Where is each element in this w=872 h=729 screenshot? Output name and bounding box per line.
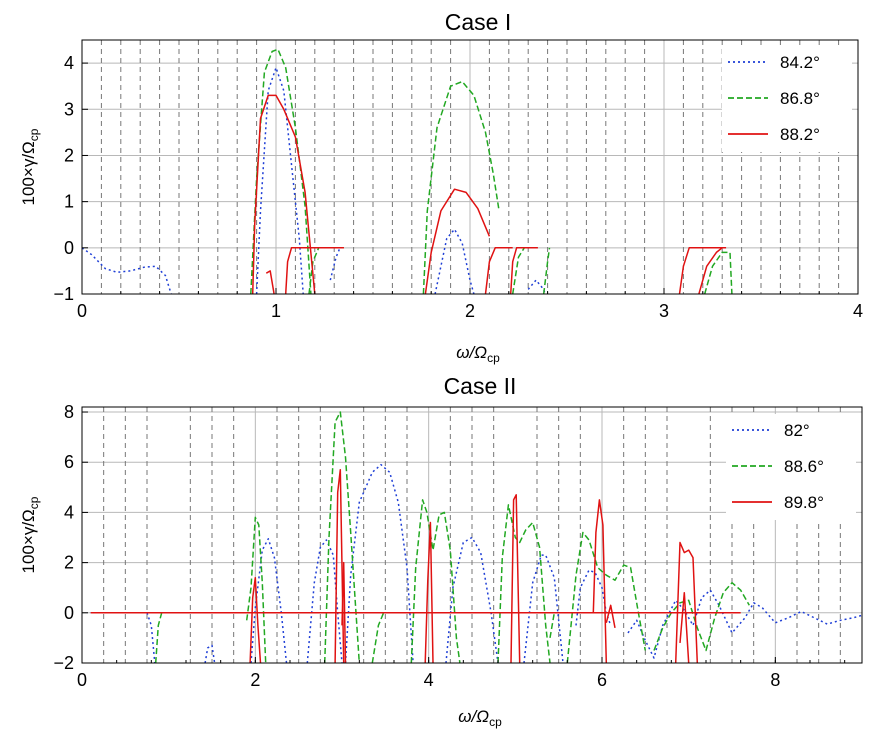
series-line [484, 247, 513, 294]
legend-label: 84.2° [780, 53, 820, 72]
series-line [424, 188, 491, 294]
series-line [284, 247, 344, 294]
series-1 [154, 411, 750, 663]
series-line [592, 499, 608, 663]
legend-label: 86.8° [780, 89, 820, 108]
series-line [497, 504, 551, 663]
series-line [527, 279, 547, 294]
series-line [245, 516, 267, 663]
y-tick-label: 1 [64, 192, 74, 212]
x-tick-label: 3 [659, 301, 669, 321]
x-tick-label: 2 [250, 670, 260, 690]
series-line [605, 604, 616, 629]
y-tick-label: 4 [64, 53, 74, 73]
series-line [422, 80, 500, 294]
legend-label: 88.6° [784, 457, 824, 476]
series-line [674, 541, 699, 663]
x-axis-label: ω/Ωcp [458, 707, 502, 729]
y-tick-label: 0 [64, 603, 74, 623]
plot-frame [81, 406, 863, 664]
series-line [424, 521, 434, 663]
x-tick-label: 6 [597, 670, 607, 690]
y-tick-label: 0 [64, 238, 74, 258]
legend-label: 82° [784, 421, 810, 440]
series-2 [90, 468, 741, 663]
series-line [627, 589, 862, 659]
chart-title: Case II [444, 373, 517, 399]
series-2 [251, 94, 727, 294]
x-tick-label: 0 [77, 670, 87, 690]
series-line [249, 576, 262, 663]
chart-title: Case I [445, 9, 511, 35]
series-line [510, 494, 521, 663]
series-line [341, 561, 347, 663]
x-tick-label: 2 [465, 301, 475, 321]
legend-label: 88.2° [780, 125, 820, 144]
y-axis-label: 100×γ/Ωcp [19, 128, 41, 205]
series-line [146, 612, 156, 663]
series-line [434, 228, 475, 294]
series-line [204, 644, 216, 663]
y-tick-label: 3 [64, 99, 74, 119]
y-tick-label: 6 [64, 452, 74, 472]
resonance-lines [100, 40, 840, 294]
y-tick-label: 4 [64, 502, 74, 522]
series-line [251, 94, 316, 294]
y-tick-label: 2 [64, 145, 74, 165]
series-line [323, 411, 361, 663]
series-line [410, 499, 461, 663]
x-axis-label: ω/Ωcp [456, 343, 500, 365]
series-line [329, 247, 344, 281]
y-tick-label: −2 [53, 653, 74, 673]
series-line [678, 247, 727, 294]
legend: 84.2° 86.8° 88.2° [722, 46, 852, 152]
series-line [344, 463, 414, 663]
series-line [308, 247, 344, 294]
series-line [255, 66, 304, 294]
series-line [566, 531, 647, 663]
y-axis-label: 100×γ/Ωcp [19, 496, 41, 573]
series-line [334, 468, 345, 663]
x-tick-label: 8 [770, 670, 780, 690]
series-line [653, 581, 750, 652]
series-line [698, 247, 723, 294]
legend: 82° 88.6° 89.8° [726, 414, 856, 520]
series-line [703, 251, 733, 294]
x-tick-label: 4 [424, 670, 434, 690]
series-line [154, 612, 247, 663]
series-line [542, 247, 551, 294]
y-tick-label: 8 [64, 402, 74, 422]
series-line [509, 247, 538, 294]
y-tick-label: −1 [53, 284, 74, 304]
x-tick-label: 0 [77, 301, 87, 321]
series-line [523, 554, 564, 663]
resonance-lines [103, 407, 841, 663]
series-line [549, 612, 559, 639]
series-line [679, 591, 690, 663]
legend-label: 89.8° [784, 493, 824, 512]
y-tick-label: 2 [64, 553, 74, 573]
x-tick-label: 4 [853, 301, 863, 321]
series-line [265, 270, 275, 294]
series-line [82, 247, 172, 294]
series-line [371, 612, 403, 663]
x-tick-label: 1 [271, 301, 281, 321]
series-line [511, 247, 538, 294]
